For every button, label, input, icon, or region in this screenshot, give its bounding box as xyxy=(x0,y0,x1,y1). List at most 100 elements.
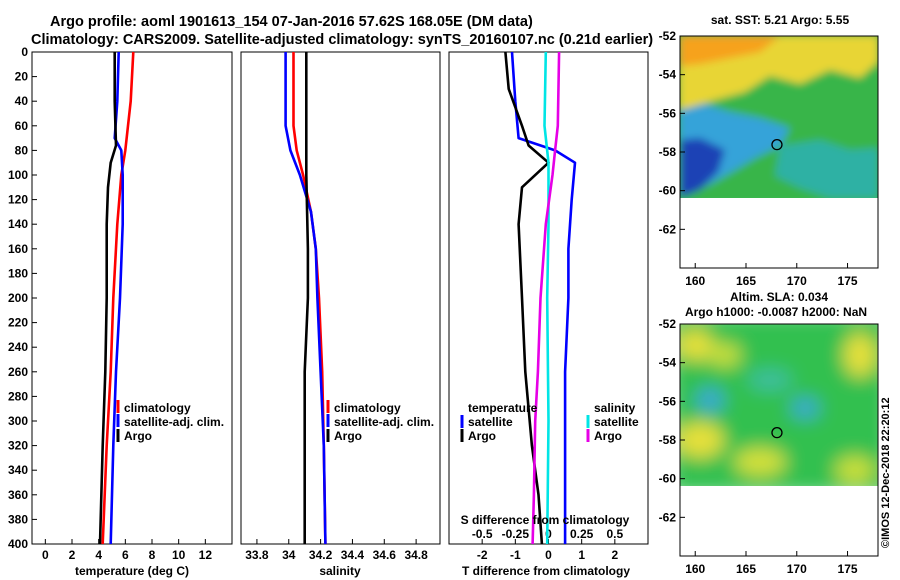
lat-tick-label: -56 xyxy=(659,394,677,408)
s-difference-tick-label: 0.25 xyxy=(570,527,594,541)
sla-high-6 xyxy=(835,456,875,484)
sla-map-subtitle: Argo h1000: -0.0087 h2000: NaN xyxy=(685,305,867,319)
series-line-argo xyxy=(98,52,118,545)
depth-tick-label: 220 xyxy=(8,316,28,330)
legend-label-t-argo: Argo xyxy=(468,429,496,443)
lat-tick-label: -52 xyxy=(659,29,677,43)
sla-low-2 xyxy=(791,398,819,418)
sla-high-4 xyxy=(680,422,724,458)
legend-title-temperature: temperature xyxy=(468,401,538,415)
temperature-series xyxy=(98,51,135,545)
sla-high-2 xyxy=(709,343,741,367)
temperature-tick-label: 12 xyxy=(199,548,213,562)
salinity-tick-label: 34.8 xyxy=(404,548,428,562)
s-difference-axis-label: S difference from climatology xyxy=(461,513,630,527)
lon-tick-label: 165 xyxy=(736,274,756,288)
lat-tick-label: -60 xyxy=(659,184,677,198)
t-difference-tick-label: 2 xyxy=(611,548,618,562)
depth-tick-label: 200 xyxy=(8,291,28,305)
temperature-tick-label: 6 xyxy=(122,548,129,562)
lat-tick-label: -54 xyxy=(659,68,677,82)
salinity-tick-label: 33.8 xyxy=(245,548,269,562)
series-line-satellite-adj-clim- xyxy=(284,52,327,545)
legend-label-argo: Argo xyxy=(124,429,152,443)
difference-series xyxy=(504,51,577,545)
sst-map-panel: sat. SST: 5.21 Argo: 5.55 160 165 170 175 -5… xyxy=(659,13,879,288)
depth-tick-label: 280 xyxy=(8,389,28,403)
lat-tick-label: -58 xyxy=(659,433,677,447)
salinity-tick-label: 34 xyxy=(282,548,296,562)
legend-label-satellite: satellite-adj. clim. xyxy=(124,415,224,429)
depth-tick-label: 380 xyxy=(8,512,28,526)
figure-title-line1: Argo profile: aoml 1901613_154 07-Jan-20… xyxy=(50,14,533,30)
sst-mixed-zone xyxy=(775,140,878,198)
difference-axes: -2 -1 0 1 2 -0.5 -0.25 0 0.25 0.5 xyxy=(472,527,624,562)
depth-tick-label: 320 xyxy=(8,439,28,453)
t-difference-tick-label: 1 xyxy=(578,548,585,562)
depth-tick-label: 100 xyxy=(8,168,28,182)
depth-axis: 0 20 40 60 80 100 120 140 160 180 200 220 240 260 280 3… xyxy=(8,45,37,551)
temperature-tick-label: 10 xyxy=(172,548,186,562)
lon-tick-label: 170 xyxy=(787,274,807,288)
argo-location-marker xyxy=(771,427,783,439)
temperature-tick-label: 8 xyxy=(149,548,156,562)
temperature-tick-label: 0 xyxy=(42,548,49,562)
legend-label-s-argo: Argo xyxy=(594,429,622,443)
lon-tick-label: 175 xyxy=(838,562,858,576)
lon-tick-label: 170 xyxy=(787,562,807,576)
depth-tick-label: 400 xyxy=(8,537,28,551)
series-line-s-satellite xyxy=(543,51,550,545)
depth-tick-label: 260 xyxy=(8,365,28,379)
depth-tick-label: 360 xyxy=(8,488,28,502)
sst-map-title: sat. SST: 5.21 Argo: 5.55 xyxy=(711,13,850,27)
lon-tick-label: 160 xyxy=(685,274,705,288)
figure-title-line2: Climatology: CARS2009. Satellite-adjuste… xyxy=(31,32,653,48)
temperature-x-axis: 0 2 4 6 8 10 12 xyxy=(42,539,212,562)
series-line-climatology xyxy=(101,51,135,545)
lat-tick-label: -62 xyxy=(659,222,677,236)
depth-tick-label: 120 xyxy=(8,193,28,207)
lon-tick-label: 175 xyxy=(838,274,858,288)
lat-tick-label: -60 xyxy=(659,472,677,486)
salinity-axis-label: salinity xyxy=(319,564,361,578)
depth-tick-label: 240 xyxy=(8,340,28,354)
salinity-tick-label: 34.4 xyxy=(341,548,365,562)
argo-location-marker xyxy=(771,139,783,151)
s-difference-tick-label: -0.5 xyxy=(472,527,493,541)
sla-heatmap xyxy=(680,324,878,486)
sla-high-3 xyxy=(844,333,876,377)
series-line-t-satellite xyxy=(510,51,577,544)
sst-map-axes: 160 165 170 175 -52 -54 -56 -58 -60 -62 xyxy=(659,29,858,288)
sst-hot-zone xyxy=(680,36,780,66)
salinity-plot-frame xyxy=(240,51,441,545)
temperature-tick-label: 2 xyxy=(69,548,76,562)
depth-tick-label: 340 xyxy=(8,463,28,477)
sla-low-1 xyxy=(696,388,724,412)
lon-tick-label: 160 xyxy=(685,562,705,576)
sst-heatmap xyxy=(680,36,878,198)
imos-credit: ©IMOS 12-Dec-2018 22:20:12 xyxy=(880,397,892,548)
t-difference-axis-label: T difference from climatology xyxy=(462,564,630,578)
t-difference-tick-label: 0 xyxy=(545,548,552,562)
temperature-legend: climatology satellite-adj. clim. Argo xyxy=(116,400,224,443)
sla-map-axes: 160 165 170 175 -52 -54 -56 -58 -60 -62 xyxy=(659,317,858,576)
series-line-s-argo xyxy=(531,51,561,545)
depth-tick-label: 140 xyxy=(8,217,28,231)
s-difference-tick-label: 0 xyxy=(545,527,552,541)
lat-tick-label: -54 xyxy=(659,356,677,370)
depth-tick-label: 180 xyxy=(8,266,28,280)
difference-legend: temperature satellite Argo salinity sate… xyxy=(460,401,639,443)
lat-tick-label: -62 xyxy=(659,510,677,524)
depth-tick-label: 80 xyxy=(15,143,29,157)
sla-map-panel: Altim. SLA: 0.034 Argo h1000: -0.0087 h2… xyxy=(659,290,879,576)
sla-low-3 xyxy=(748,370,792,390)
s-difference-tick-label: -0.25 xyxy=(502,527,530,541)
legend-label-climatology: climatology xyxy=(334,401,401,415)
legend-label-satellite: satellite-adj. clim. xyxy=(334,415,434,429)
lat-tick-label: -56 xyxy=(659,106,677,120)
lat-tick-label: -58 xyxy=(659,145,677,159)
temperature-axis-label: temperature (deg C) xyxy=(75,564,189,578)
series-line-t-argo xyxy=(504,51,550,545)
sla-high-1 xyxy=(680,329,713,361)
